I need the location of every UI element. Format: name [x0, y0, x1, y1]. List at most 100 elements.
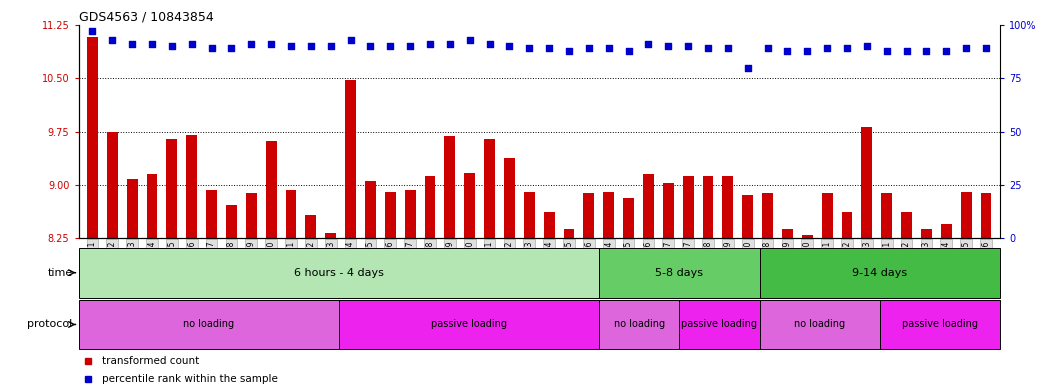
- Point: [540, 45, 557, 51]
- Bar: [941, 224, 952, 238]
- Bar: [583, 193, 595, 238]
- Point: [143, 41, 160, 47]
- Bar: [623, 198, 634, 238]
- Bar: [901, 212, 912, 238]
- Point: [878, 48, 895, 54]
- Text: passive loading: passive loading: [431, 319, 507, 329]
- Point: [898, 48, 915, 54]
- Bar: [266, 141, 276, 238]
- Bar: [166, 139, 177, 238]
- Point: [203, 45, 220, 51]
- Point: [799, 48, 816, 54]
- Point: [719, 45, 736, 51]
- Point: [680, 43, 696, 50]
- Bar: [107, 131, 117, 238]
- Text: no loading: no loading: [614, 319, 665, 329]
- Point: [163, 43, 180, 50]
- Bar: [603, 192, 615, 238]
- Point: [243, 41, 260, 47]
- Point: [462, 37, 478, 43]
- Bar: [703, 176, 713, 238]
- Bar: [306, 215, 316, 238]
- Bar: [79, 248, 599, 298]
- Text: passive loading: passive loading: [682, 319, 757, 329]
- Text: percentile rank within the sample: percentile rank within the sample: [102, 374, 277, 384]
- Point: [660, 43, 676, 50]
- Point: [183, 41, 200, 47]
- Point: [958, 45, 975, 51]
- Point: [283, 43, 299, 50]
- Bar: [882, 193, 892, 238]
- Text: 9-14 days: 9-14 days: [852, 268, 908, 278]
- Text: GDS4563 / 10843854: GDS4563 / 10843854: [79, 11, 214, 24]
- Bar: [842, 212, 852, 238]
- Bar: [206, 190, 217, 238]
- Text: passive loading: passive loading: [901, 319, 978, 329]
- Point: [502, 43, 518, 50]
- Bar: [759, 300, 879, 349]
- Text: 6 hours - 4 days: 6 hours - 4 days: [294, 268, 384, 278]
- Bar: [879, 300, 1000, 349]
- Point: [739, 65, 756, 71]
- Point: [521, 45, 538, 51]
- Bar: [286, 190, 296, 238]
- Text: protocol: protocol: [27, 319, 72, 329]
- Point: [859, 43, 875, 50]
- Point: [422, 41, 439, 47]
- Bar: [524, 192, 535, 238]
- Bar: [326, 233, 336, 238]
- Point: [382, 43, 399, 50]
- Bar: [365, 181, 376, 238]
- Point: [104, 37, 120, 43]
- Bar: [680, 300, 759, 349]
- Bar: [742, 195, 753, 238]
- Bar: [663, 184, 673, 238]
- Bar: [444, 136, 455, 238]
- Bar: [226, 205, 237, 238]
- Point: [362, 43, 379, 50]
- Text: time: time: [47, 268, 72, 278]
- Point: [560, 48, 577, 54]
- Bar: [961, 192, 972, 238]
- Point: [482, 41, 498, 47]
- Point: [759, 45, 776, 51]
- Point: [839, 45, 855, 51]
- Point: [442, 41, 459, 47]
- Point: [223, 45, 240, 51]
- Bar: [339, 300, 599, 349]
- Bar: [822, 193, 832, 238]
- Point: [303, 43, 319, 50]
- Point: [263, 41, 280, 47]
- Bar: [147, 174, 157, 238]
- Point: [322, 43, 339, 50]
- Text: transformed count: transformed count: [102, 356, 199, 366]
- Point: [620, 48, 637, 54]
- Bar: [127, 179, 137, 238]
- Bar: [599, 300, 680, 349]
- Bar: [87, 37, 97, 238]
- Point: [640, 41, 656, 47]
- Bar: [563, 229, 575, 238]
- Text: 5-8 days: 5-8 days: [655, 268, 704, 278]
- Point: [938, 48, 955, 54]
- Bar: [346, 79, 356, 238]
- Bar: [762, 193, 773, 238]
- Point: [978, 45, 995, 51]
- Point: [580, 45, 597, 51]
- Bar: [759, 248, 1000, 298]
- Bar: [722, 176, 733, 238]
- Bar: [246, 193, 257, 238]
- Point: [918, 48, 935, 54]
- Bar: [405, 190, 416, 238]
- Bar: [683, 176, 693, 238]
- Text: no loading: no loading: [183, 319, 235, 329]
- Point: [402, 43, 419, 50]
- Point: [819, 45, 836, 51]
- Bar: [543, 212, 555, 238]
- Bar: [186, 135, 197, 238]
- Bar: [862, 127, 872, 238]
- Bar: [385, 192, 396, 238]
- Bar: [504, 158, 515, 238]
- Bar: [802, 235, 812, 238]
- Bar: [464, 174, 475, 238]
